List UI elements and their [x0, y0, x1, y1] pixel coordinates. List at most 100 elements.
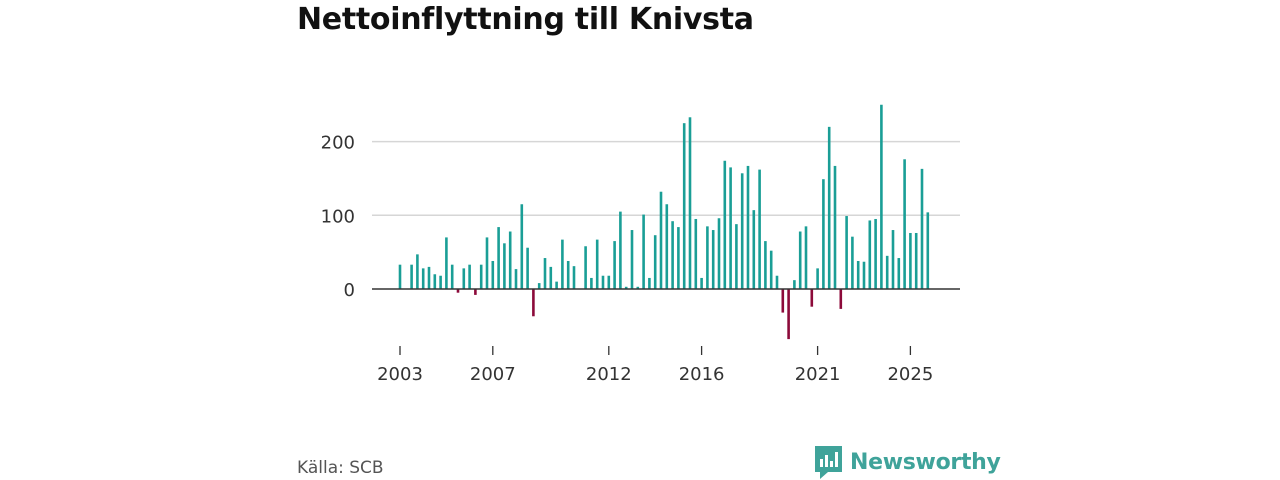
bar [671, 221, 674, 289]
bar [897, 258, 901, 289]
bar [590, 277, 593, 289]
bar [920, 168, 924, 289]
bar [839, 289, 843, 309]
x-tick-label: 2003 [377, 364, 423, 385]
bar [485, 237, 489, 289]
bar [416, 254, 419, 289]
bar [711, 230, 715, 289]
bars [398, 104, 930, 340]
bar [804, 226, 808, 289]
bar [827, 126, 831, 289]
bar [665, 204, 669, 289]
bar [526, 247, 529, 289]
bar [624, 286, 628, 289]
newsworthy-logo-icon [815, 446, 842, 479]
x-tick-label: 2016 [679, 364, 725, 385]
bar [607, 275, 611, 289]
bar [636, 286, 640, 289]
bar [694, 218, 698, 289]
bar [891, 230, 895, 289]
bar [555, 281, 558, 289]
bar [746, 165, 750, 289]
bar [421, 268, 425, 289]
bar [537, 283, 541, 289]
bar [514, 269, 518, 289]
bar [769, 250, 773, 289]
bar [885, 255, 889, 289]
bar [787, 289, 790, 340]
bar [764, 241, 767, 289]
bar [572, 266, 576, 289]
bar [677, 227, 680, 289]
bar [532, 289, 535, 317]
x-tick-label: 2025 [887, 364, 933, 385]
bar [752, 210, 756, 289]
bar [729, 167, 732, 289]
bar [491, 260, 495, 289]
x-tick-label: 2021 [795, 364, 841, 385]
bar [909, 232, 912, 289]
bar [688, 117, 692, 290]
bar [723, 160, 727, 289]
bar [433, 274, 437, 289]
bar [520, 204, 524, 289]
y-tick-label: 0 [344, 280, 355, 301]
bar [700, 277, 703, 289]
bar [856, 260, 860, 289]
bar [508, 231, 512, 289]
bar [775, 275, 779, 289]
bar [717, 218, 721, 289]
bar [566, 260, 570, 289]
bar [798, 231, 802, 289]
bar [845, 216, 848, 289]
bar [868, 220, 872, 289]
brand-logo: Newsworthy [815, 446, 1001, 479]
bar [630, 230, 634, 289]
bar [584, 246, 587, 289]
brand-name: Newsworthy [850, 450, 1001, 475]
bar [758, 169, 761, 289]
bar [474, 289, 477, 295]
axes: 0 100 200 2003 2007 2012 2016 2021 2025 [321, 133, 960, 385]
bar [613, 241, 616, 289]
bar [450, 264, 454, 289]
bar [781, 289, 785, 313]
bar [439, 275, 442, 289]
bar [862, 261, 866, 289]
bar [468, 264, 471, 289]
y-tick-label: 100 [321, 206, 355, 227]
bar [619, 211, 622, 289]
bar [682, 123, 686, 289]
bar [874, 218, 877, 289]
bar [561, 239, 564, 289]
bar [410, 264, 413, 289]
bar [445, 237, 448, 289]
bar [926, 212, 930, 289]
bar [427, 266, 431, 289]
chart-title: Nettoinflyttning till Knivsta [297, 2, 754, 37]
y-tick-label: 200 [321, 133, 355, 154]
bar [601, 275, 605, 289]
bar [503, 243, 506, 289]
source-note: Källa: SCB [297, 458, 384, 478]
bar [642, 214, 645, 289]
x-tick-label: 2007 [470, 364, 516, 385]
bar [648, 277, 651, 289]
bar [706, 226, 709, 289]
x-tick-label: 2012 [586, 364, 632, 385]
bar [595, 239, 599, 289]
bar [816, 268, 819, 289]
bar [851, 236, 854, 289]
bar [653, 235, 657, 289]
bar [735, 224, 738, 289]
bar [479, 264, 483, 289]
bar [549, 266, 553, 289]
bar [398, 264, 402, 289]
bar [462, 268, 466, 289]
bar [833, 165, 837, 289]
bar [880, 104, 883, 289]
bar [793, 280, 796, 289]
bar [543, 258, 547, 289]
bar [456, 289, 460, 293]
